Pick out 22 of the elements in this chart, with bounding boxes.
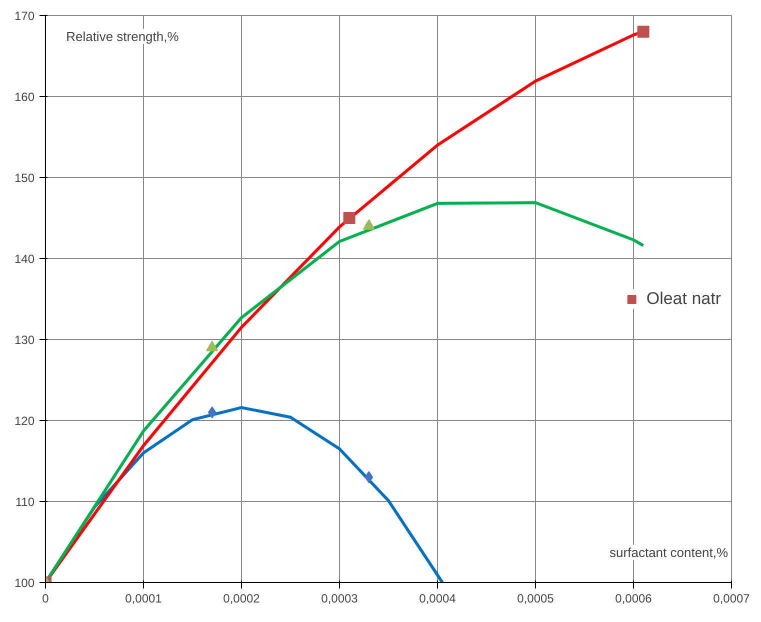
x-tick-label: 0,0002	[223, 592, 260, 606]
x-tick-label: 0,0005	[517, 592, 554, 606]
y-tick-label: 140	[14, 252, 35, 266]
y-tick-label: 150	[14, 171, 35, 185]
x-axis-title: surfactant content,%	[610, 544, 729, 560]
x-tick-label: 0,0001	[125, 592, 162, 606]
y-axis-title: Relative strength,%	[66, 28, 180, 44]
legend-label: Oleat natr	[646, 288, 721, 308]
x-tick-label: 0,0004	[419, 592, 456, 606]
y-tick-label: 110	[15, 495, 35, 509]
y-tick-label: 160	[14, 90, 35, 104]
y-tick-label: 100	[14, 576, 35, 590]
y-tick-label: 170	[14, 9, 35, 23]
point	[343, 212, 356, 224]
x-tick-label: 0,0007	[713, 592, 750, 606]
x-tick-label: 0,0003	[321, 592, 358, 606]
x-tick-label: 0,0006	[615, 592, 652, 606]
point	[362, 219, 375, 230]
y-tick-label: 130	[14, 333, 35, 347]
y-tick-label: 120	[14, 414, 35, 428]
x-tick-label: 0	[42, 592, 50, 606]
point	[206, 340, 218, 352]
